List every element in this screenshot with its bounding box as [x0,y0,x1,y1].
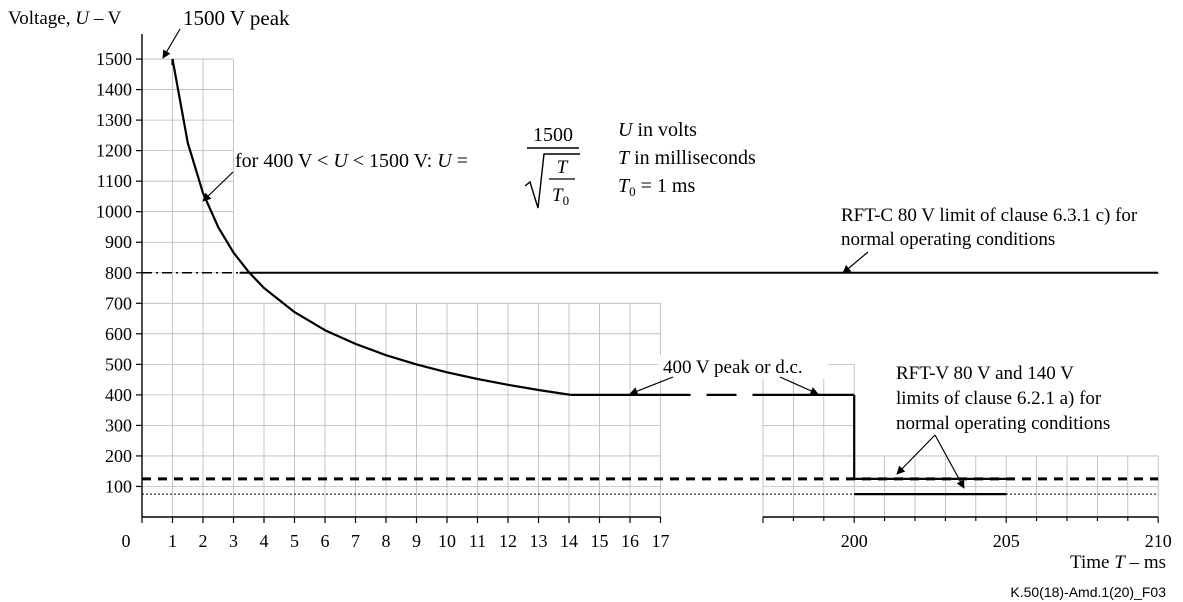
y-tick-label: 100 [105,476,132,496]
x-tick-label: 5 [290,531,299,551]
x-tick-label: 4 [260,531,269,551]
y-tick-label: 1500 [96,49,132,69]
rftc-label-line2: normal operating conditions [841,229,1055,250]
y-tick-label: 1000 [96,202,132,222]
x-tick-label: 8 [382,531,391,551]
x-tick-label: 210 [1145,531,1172,551]
unit-t0: T0 = 1 ms [618,175,695,199]
figure-id: K.50(18)-Amd.1(20)_F03 [1010,584,1166,600]
y-tick-label: 400 [105,385,132,405]
x-tick-label: 205 [993,531,1020,551]
y-tick-label: 1400 [96,80,132,100]
sqrt-sign [524,153,580,209]
rftv-label-line2: limits of clause 6.2.1 a) for [896,388,1102,409]
y-tick-label: 900 [105,232,132,252]
formula-arrow [202,171,234,202]
y-tick-label: 1100 [97,171,132,191]
y-tick-label: 200 [105,446,132,466]
rftc-arrow [842,251,869,274]
peak400-arrow-right [779,376,819,395]
rftv-label-bg [893,360,1153,432]
formula-den-top: T [557,157,569,178]
formula-den-bottom: T0 [552,185,569,208]
unit-t: T in milliseconds [618,147,756,169]
x-tick-label: 16 [621,531,639,551]
x-tick-label: 200 [841,531,868,551]
rftv-arrow-140 [896,434,936,475]
peak-arrow [162,28,181,59]
tick-labels: 1002003004005006007008009001000110012001… [96,49,1172,551]
y-tick-label: 1300 [96,110,132,130]
x-tick-label: 13 [530,531,548,551]
x-tick-label: 15 [591,531,609,551]
peak400-label: 400 V peak or d.c. [663,357,803,378]
rftv-label-line3: normal operating conditions [896,413,1110,434]
peak400-label-bg [658,355,828,379]
formula-condition: for 400 V < U < 1500 V: U = [235,150,468,172]
peak400-arrow-left [629,376,674,396]
formula-fraction: 1500 T T0 [524,124,580,209]
x-axis-title: Time T – ms [1070,552,1166,573]
formula-numerator: 1500 [533,124,573,146]
x-tick-label: 0 [122,531,131,551]
rftv-arrow-80 [934,434,965,489]
x-tick-label: 10 [438,531,456,551]
peak-label: 1500 V peak [183,6,290,30]
y-tick-label: 800 [105,263,132,283]
y-tick-label: 1200 [96,141,132,161]
x-tick-label: 9 [412,531,421,551]
grid-lines [142,58,1159,517]
x-tick-label: 12 [499,531,517,551]
rftv-label-line1: RFT-V 80 V and 140 V [896,363,1074,384]
x-tick-label: 3 [229,531,238,551]
unit-u: U in volts [618,119,697,141]
x-tick-label: 6 [321,531,330,551]
decay-curve [171,58,571,396]
y-tick-label: 700 [105,293,132,313]
y-axis-title: Voltage, U – V [8,8,122,29]
y-tick-label: 500 [105,354,132,374]
x-tick-label: 2 [199,531,208,551]
x-tick-label: 14 [560,531,578,551]
y-tick-label: 600 [105,324,132,344]
axes [136,34,1159,523]
rftc-label-line1: RFT-C 80 V limit of clause 6.3.1 c) for [841,205,1138,226]
x-tick-label: 7 [351,531,360,551]
x-tick-label: 17 [652,531,670,551]
y-tick-label: 300 [105,415,132,435]
x-tick-label: 11 [469,531,486,551]
series-layer [142,58,1159,496]
x-tick-label: 1 [168,531,177,551]
